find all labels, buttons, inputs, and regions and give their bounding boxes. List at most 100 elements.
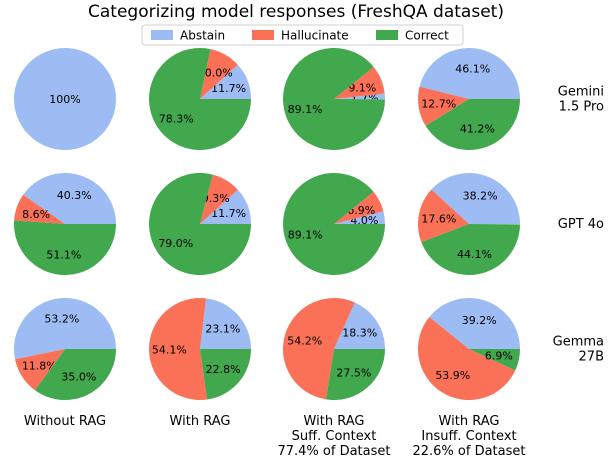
pie-r0-c0: 100% (14, 48, 116, 150)
slice-hallucinate (15, 349, 66, 391)
slice-label-hallucinate: 12.7% (421, 98, 456, 111)
slice-correct (14, 220, 116, 275)
slice-label-abstain: 38.2% (463, 190, 498, 203)
slice-label-correct: 6.9% (485, 350, 513, 363)
slice-abstain (334, 302, 385, 349)
column-label: Suff. Context (292, 429, 377, 444)
slice-abstain (200, 64, 251, 99)
slice-label-correct: 79.0% (158, 237, 193, 250)
slice-label-correct: 89.1% (288, 228, 323, 241)
row-label: 27B (579, 350, 604, 365)
slice-correct (326, 349, 385, 400)
slice-correct (421, 224, 520, 276)
pie-r0-c3: 46.1% 12.7% 41.2% (417, 47, 520, 150)
slice-abstain (334, 93, 385, 99)
pie-r0-c1: 11.7% 10.0% 78.3% (149, 47, 251, 150)
row-label: 1.5 Pro (559, 100, 604, 115)
row-label: GPT 4o (558, 217, 604, 232)
slice-label-abstain: 18.3% (342, 326, 377, 339)
slice-label-correct: 51.1% (46, 249, 81, 262)
slice-label-hallucinate: 8.6% (22, 208, 50, 221)
slice-hallucinate (148, 297, 208, 400)
slice-abstain (334, 211, 385, 224)
slice-correct (425, 99, 520, 150)
column-label: 77.4% of Dataset (277, 444, 390, 459)
slice-label-abstain: 11.7% (211, 207, 246, 220)
slice-label-correct: 89.1% (288, 103, 323, 116)
slice-hallucinate (200, 49, 238, 99)
slice-label-correct: 27.5% (336, 366, 371, 379)
slice-label-correct: 35.0% (61, 370, 96, 383)
slice-hallucinate (283, 297, 355, 400)
pie-r1-c3: 38.2% 17.6% 44.1% (418, 173, 520, 276)
slice-label-correct: 78.3% (159, 112, 194, 125)
column-label: With RAG (439, 414, 500, 429)
column-label: With RAG (304, 414, 365, 429)
slice-hallucinate (14, 194, 66, 224)
slice-correct (149, 47, 251, 150)
legend-label-hallucinate: Hallucinate (281, 29, 349, 43)
slice-label-hallucinate: 9.1% (348, 81, 376, 94)
slice-label-hallucinate: 6.9% (347, 204, 375, 217)
slice-correct (35, 349, 116, 401)
slice-label-hallucinate: 10.0% (198, 67, 233, 80)
pie-r1-c1: 11.7% 9.3% 79.0% (148, 172, 251, 275)
chart-title: Categorizing model responses (FreshQA da… (88, 2, 504, 22)
slice-label-abstain: 53.2% (44, 313, 79, 326)
slice-label-hallucinate: 11.8% (22, 360, 57, 373)
slice-label-correct: 44.1% (457, 248, 492, 261)
slice-correct (200, 349, 251, 400)
pie-r1-c2: 4.0%6.9%89.1% (283, 173, 385, 276)
row-label: Gemma (553, 335, 604, 350)
slice-label-abstain: 23.1% (205, 323, 240, 336)
column-label: With RAG (170, 414, 231, 429)
slice-label-correct: 41.2% (460, 122, 495, 135)
slice-hallucinate (334, 191, 384, 224)
slice-label-hallucinate: 54.2% (287, 334, 322, 347)
legend-label-correct: Correct (405, 29, 449, 43)
legend-swatch-hallucinate (252, 30, 274, 40)
slice-correct (283, 173, 385, 276)
legend-swatch-correct (376, 30, 398, 40)
slice-abstain (200, 189, 251, 224)
slice-correct (469, 349, 520, 371)
slice-label-hallucinate: 53.9% (435, 369, 470, 382)
slice-label-correct: 22.8% (206, 363, 241, 376)
slice-correct (283, 48, 385, 151)
slice-abstain (14, 48, 116, 150)
pie-r2-c2: 18.3% 54.2% 27.5% (283, 297, 385, 400)
pie-r2-c1: 23.1% 54.1% 22.8% (148, 297, 251, 400)
slice-abstain (419, 47, 520, 99)
pie-r1-c0: 40.3% 8.6% 51.1% (14, 173, 116, 275)
column-label: 22.6% of Dataset (412, 444, 525, 459)
column-label: Insuff. Context (421, 429, 516, 444)
slice-label-hallucinate: 54.1% (152, 343, 187, 356)
slice-label-abstain: 39.2% (462, 314, 497, 327)
slice-label-abstain: 40.3% (57, 189, 92, 202)
column-label: Without RAG (24, 414, 106, 429)
pie-r2-c3: 39.2% 53.9% 6.9% (417, 298, 520, 401)
slice-hallucinate (418, 189, 469, 243)
legend: Abstain Hallucinate Correct (141, 24, 464, 46)
slice-abstain (200, 298, 251, 349)
slice-abstain (429, 298, 520, 349)
slice-hallucinate (334, 66, 385, 99)
slice-label-abstain: 11.7% (211, 82, 246, 95)
slice-hallucinate (417, 316, 516, 401)
pie-r2-c0: 53.2% 11.8% 35.0% (14, 297, 116, 401)
row-label: Gemini (558, 85, 604, 100)
slice-label-abstain: 46.1% (455, 63, 490, 76)
legend-label-abstain: Abstain (180, 29, 225, 43)
pies-layer: 100%11.7%10.0%78.3%1.7%9.1%89.1%46.1%12.… (14, 47, 520, 401)
pie-r0-c2: 1.7%9.1%89.1% (283, 48, 385, 151)
slice-label-abstain: 100% (49, 93, 80, 106)
slice-correct (148, 172, 251, 275)
slice-label-hallucinate: 9.3% (202, 192, 230, 205)
slice-hallucinate (417, 86, 469, 126)
slice-abstain (431, 173, 520, 224)
legend-swatch-abstain (151, 30, 173, 40)
slice-label-hallucinate: 17.6% (421, 212, 456, 225)
